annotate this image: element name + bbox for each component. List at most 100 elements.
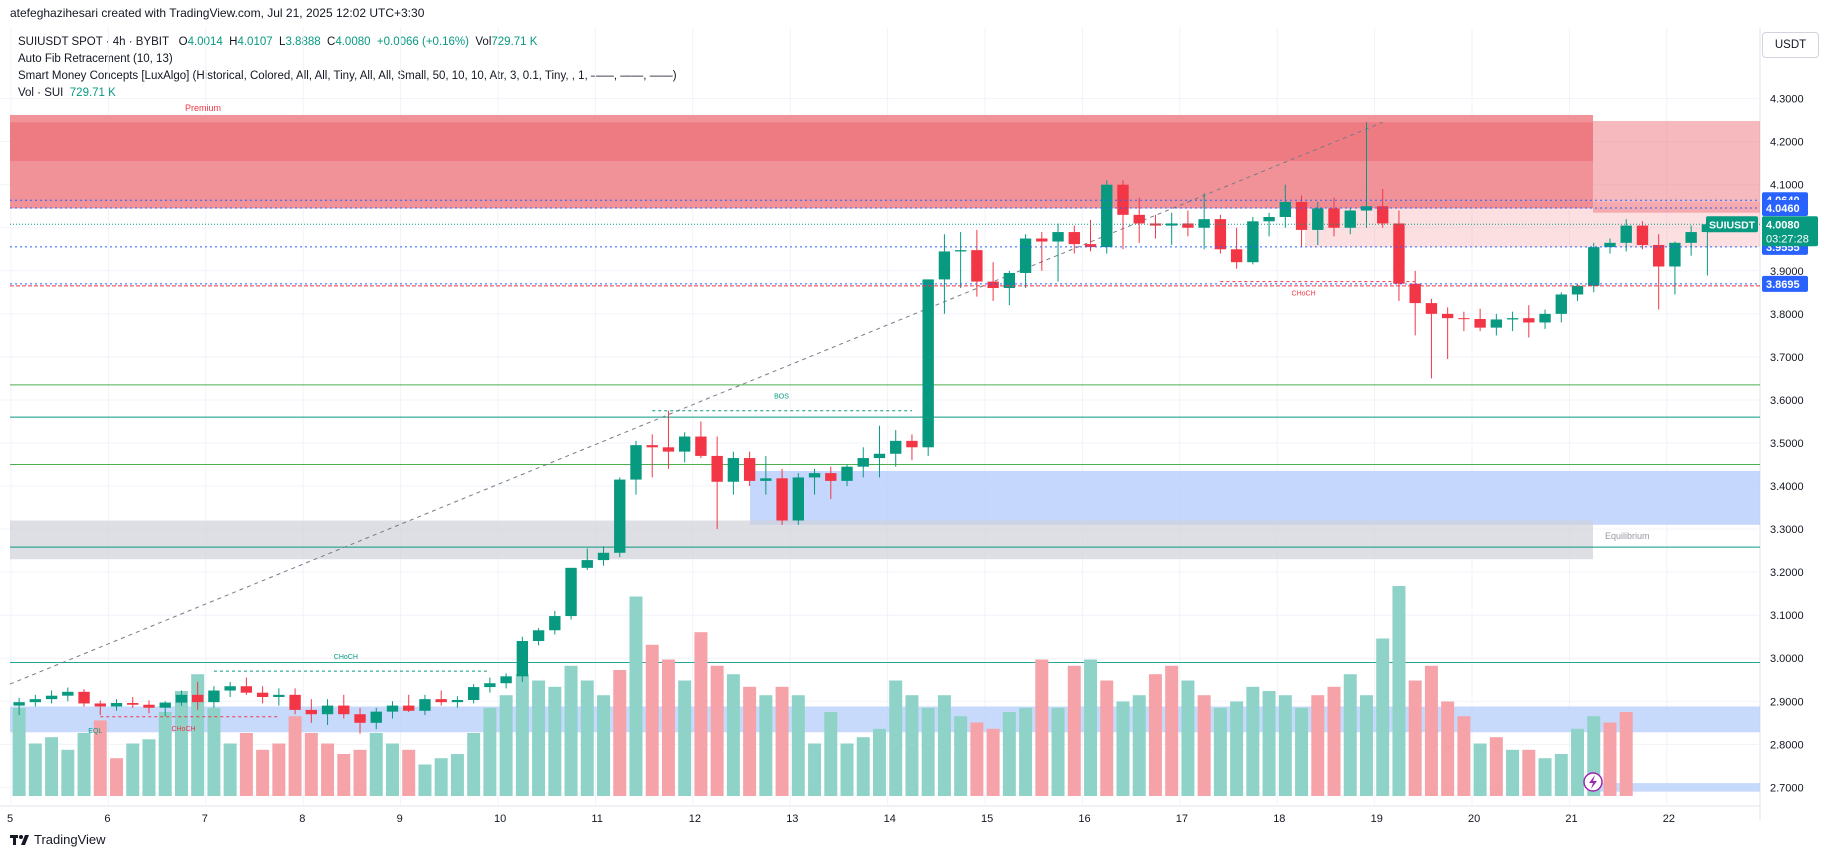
candle-body [1604,242,1616,248]
time-tick-label: 9 [397,813,403,825]
volume-bar [1100,680,1114,796]
vol-indicator-name: Vol · SUI [18,87,64,99]
candle-body [646,445,658,448]
candle-body [922,279,934,448]
equilibrium-label: Equilibrium [1605,531,1650,541]
time-tick-label: 19 [1371,813,1383,825]
volume-bar [597,695,611,796]
price-tick-label: 3.6000 [1770,395,1804,407]
candle-body [1458,318,1470,320]
volume-bar [678,680,692,796]
candle-body [94,703,106,707]
price-tick-label: 3.0000 [1770,653,1804,665]
volume-bar [1424,665,1438,796]
volume-bar [77,733,91,796]
candle-body [159,702,171,708]
candle-body [224,686,236,691]
candle-body [1441,313,1454,319]
volume-bar [158,712,172,796]
price-tick-label: 3.8000 [1770,309,1804,321]
price-tick-label: 2.8000 [1770,739,1804,751]
candle-body [1588,247,1600,286]
price-tick-label: 4.1000 [1770,180,1804,192]
volume-bar [1278,695,1292,796]
volume-bar [759,695,773,796]
candle-body [321,705,334,715]
volume-bar [1441,701,1455,796]
volume-bar [1457,716,1471,796]
volume-bar [1343,674,1357,796]
volume-bar [872,728,886,796]
volume-bar [1246,686,1260,796]
indicator-smc[interactable]: Smart Money Concepts [LuxAlgo] (Historic… [18,70,677,82]
volume-bar [369,733,383,796]
volume-bar [1213,707,1227,796]
candle-body [62,691,74,696]
volume-bar [954,716,968,796]
volume-bar [1571,728,1585,796]
volume-bar [467,733,481,796]
time-tick-label: 11 [591,813,602,825]
low-label: L [279,36,286,48]
volume-bar [1392,586,1406,796]
candle-body [451,700,464,703]
candle-body [1409,283,1421,304]
last-price-tag-text: 4.0080 [1766,219,1800,231]
volume-bar [613,670,627,796]
candle-body [1620,225,1632,243]
volume-bar [174,691,188,796]
volume-bar [1019,707,1033,796]
eql-label: EQL [88,728,102,735]
candle-body [175,694,188,703]
candle-body [954,250,967,252]
volume-bar [1408,680,1422,796]
volume-bar [921,707,935,796]
candle-body [78,691,90,704]
indicator-fib[interactable]: Auto Fib Retracement (10, 13) [18,53,173,65]
time-tick-label: 6 [104,813,110,825]
volume-bar [1295,707,1309,796]
volume-bar [288,716,302,796]
candle-body [1117,184,1129,215]
candle-body [1653,244,1665,267]
volume-bar [629,596,643,796]
candle-body [1669,242,1681,267]
legend: SUIUSDT SPOT · 4h · BYBIT O4.0014 H4.010… [18,34,677,102]
volume-bar [840,743,854,796]
candle-body [1019,238,1032,273]
time-tick-label: 22 [1663,813,1675,825]
indicator-volume[interactable]: Vol · SUI 729.71 K [18,85,677,102]
time-tick-label: 20 [1468,813,1480,825]
vol-value: 729.71 K [491,36,538,48]
candle-body [825,473,837,481]
candle-body [614,479,626,553]
price-level-tag [1762,275,1808,292]
demand-block [750,470,1760,525]
legend-symbol-row[interactable]: SUIUSDT SPOT · 4h · BYBIT O4.0014 H4.010… [18,34,677,51]
volume-bar [726,674,740,796]
change-value: +0.0066 (+0.16%) [376,36,469,48]
volume-bar [499,695,513,796]
tradingview-logo[interactable]: TradingView [10,832,106,847]
candle-body [841,466,853,481]
candle-body [760,478,772,481]
open-value: 4.0014 [187,36,223,48]
volume-bar [93,720,107,796]
price-level-tag [1762,199,1808,216]
volume-bar [1116,701,1130,796]
candle-body [500,676,512,684]
blue-block-low [10,706,1760,733]
price-tick-label: 3.5000 [1770,438,1804,450]
candle-body [679,436,691,452]
volume-bar [970,722,984,796]
volume-bar [434,758,448,796]
volume-bar [1230,701,1244,796]
symbol-name[interactable]: SUIUSDT SPOT · 4h · BYBIT [18,36,170,48]
time-tick-label: 17 [1176,813,1188,825]
candle-body [516,641,529,677]
candle-body [29,699,42,703]
candle-body [857,458,869,467]
volume-bar [645,644,659,796]
currency-button[interactable]: USDT [1762,32,1819,58]
